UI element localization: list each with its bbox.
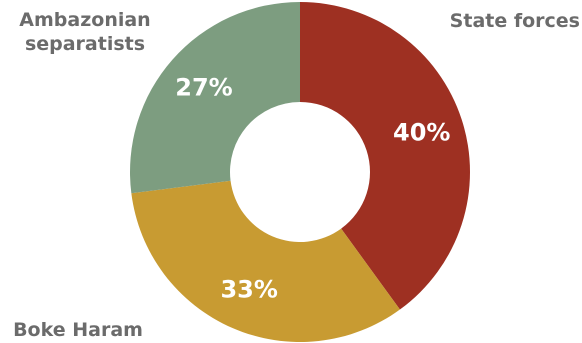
slice-value-label: 27% <box>175 73 232 101</box>
donut-slice-ambazonian-separatists <box>129 2 300 194</box>
slice-value-label: 33% <box>220 275 277 303</box>
category-label: Ambazonian separatists <box>19 9 150 55</box>
slice-value-label: 40% <box>393 118 450 146</box>
category-label: Boke Haram <box>13 319 143 341</box>
category-label: State forces <box>450 10 580 32</box>
donut-slice-state-forces <box>300 2 470 310</box>
donut-slice-boke-haram <box>131 180 400 343</box>
